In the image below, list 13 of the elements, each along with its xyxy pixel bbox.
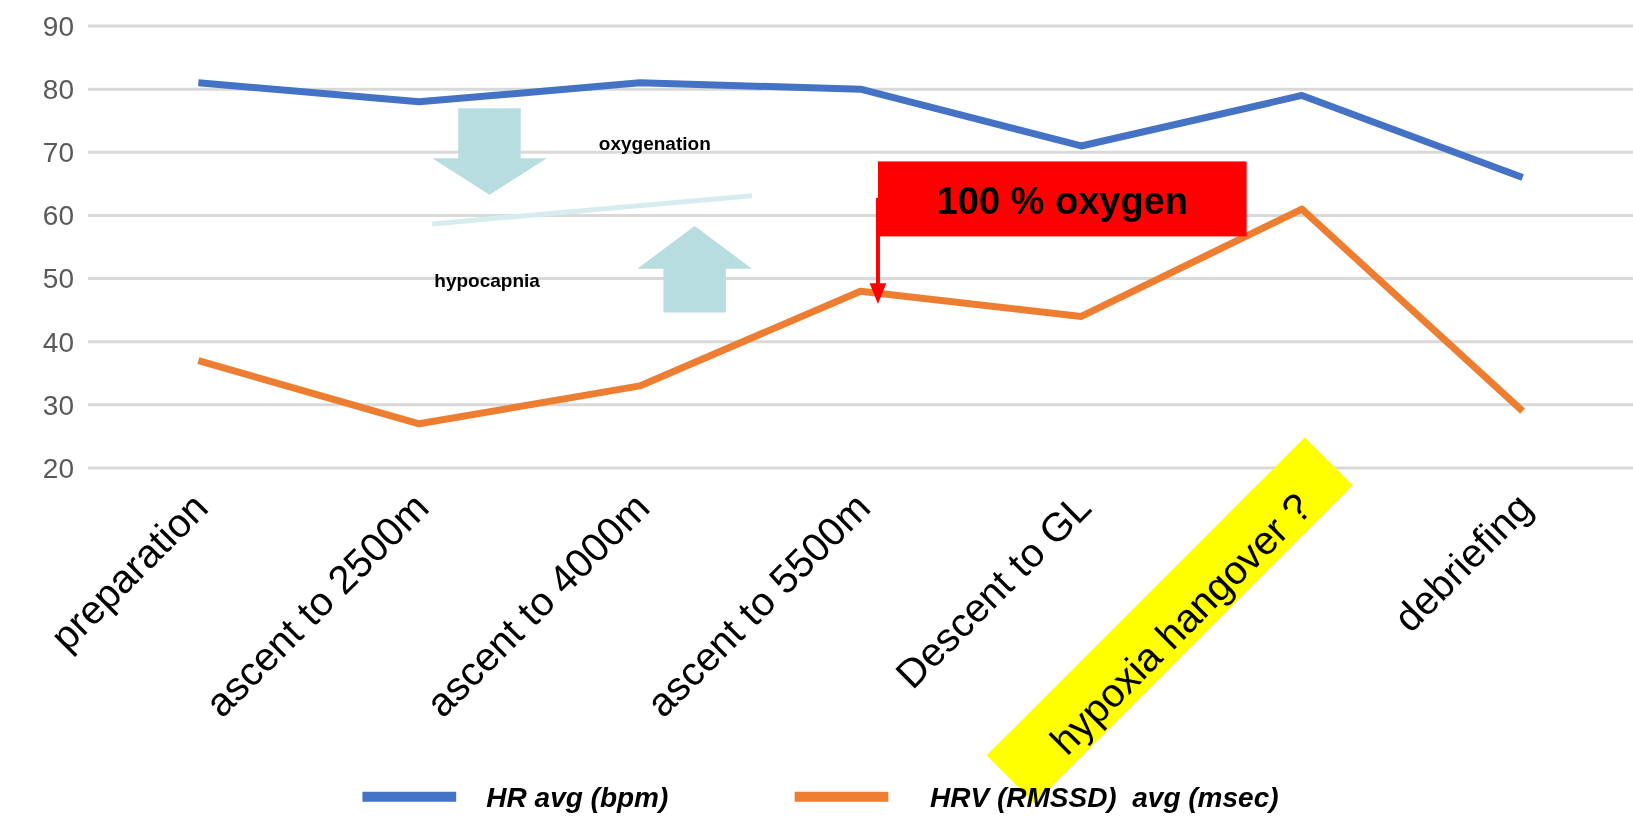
y-tick-label: 80 [42, 73, 74, 105]
annotation: oxygenation [598, 132, 711, 154]
y-tick-label: 20 [42, 452, 74, 484]
y-tick-label: 50 [42, 263, 74, 295]
y-tick-label: 60 [42, 200, 74, 232]
y-tick-label: 70 [42, 137, 74, 169]
annotation: 100 % oxygen [936, 180, 1188, 223]
y-tick-label: 30 [42, 389, 74, 421]
y-tick-label: 90 [42, 10, 74, 42]
legend-label: HRV (RMSSD) avg (msec) [930, 781, 1279, 813]
y-tick-label: 40 [42, 326, 74, 358]
annotation: hypocapnia [434, 270, 541, 292]
legend-label: HR avg (bpm) [486, 781, 669, 813]
